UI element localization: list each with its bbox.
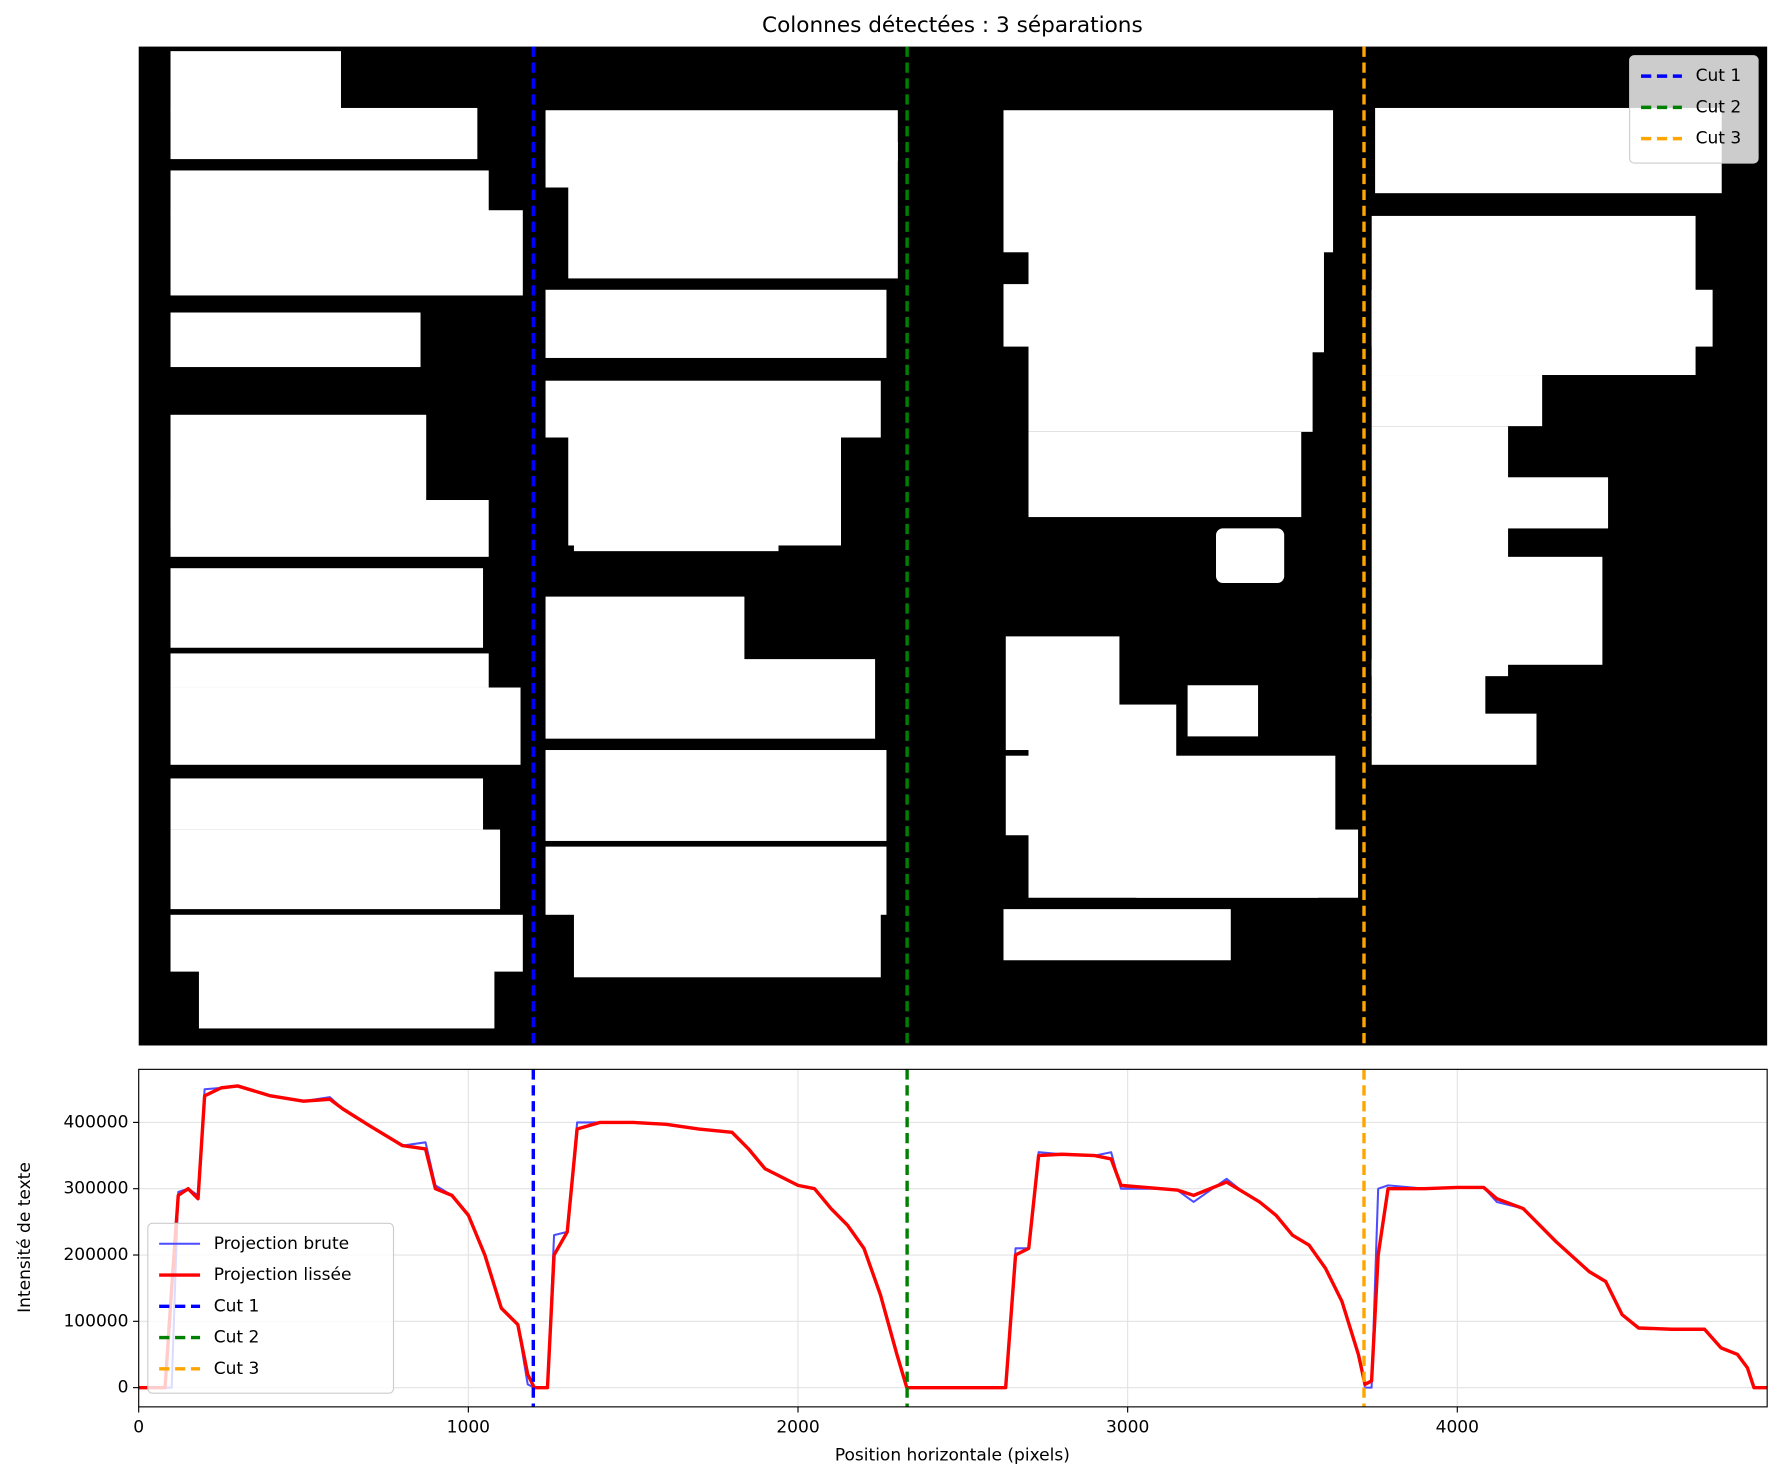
axes-frame	[138, 1068, 1768, 1408]
legend-label: Cut 2	[1696, 97, 1742, 117]
y-axis-label: Intensité de texte	[15, 1162, 35, 1313]
y-tick-label: 0	[118, 1378, 129, 1398]
y-tick-label: 200000	[63, 1245, 128, 1265]
x-tick-label: 2000	[776, 1417, 819, 1437]
legend-label: Cut 1	[1696, 66, 1742, 86]
series-line	[138, 1084, 1768, 1390]
x-tick-label: 3000	[1106, 1417, 1149, 1437]
legend-label: Cut 3	[214, 1359, 260, 1379]
legend-label: Cut 3	[1696, 129, 1742, 149]
x-axis-label: Position horizontale (pixels)	[835, 1446, 1070, 1466]
legend-box	[147, 1222, 395, 1394]
legend-label: Projection lissée	[214, 1265, 352, 1285]
y-tick-label: 400000	[63, 1112, 128, 1132]
x-tick-label: 1000	[447, 1417, 490, 1437]
x-tick-label: 4000	[1436, 1417, 1479, 1437]
chart-title: Colonnes détectées : 3 séparations	[762, 13, 1143, 38]
x-tick-label: 0	[133, 1417, 144, 1437]
y-tick-label: 100000	[63, 1311, 128, 1331]
legend-box	[1629, 55, 1759, 164]
text-blocks	[170, 51, 1722, 1029]
legend-label: Projection brute	[214, 1234, 349, 1254]
plot-area	[138, 1069, 1768, 1407]
y-tick-label: 300000	[63, 1179, 128, 1199]
legend-label: Cut 2	[214, 1328, 260, 1348]
legend-label: Cut 1	[214, 1296, 260, 1316]
